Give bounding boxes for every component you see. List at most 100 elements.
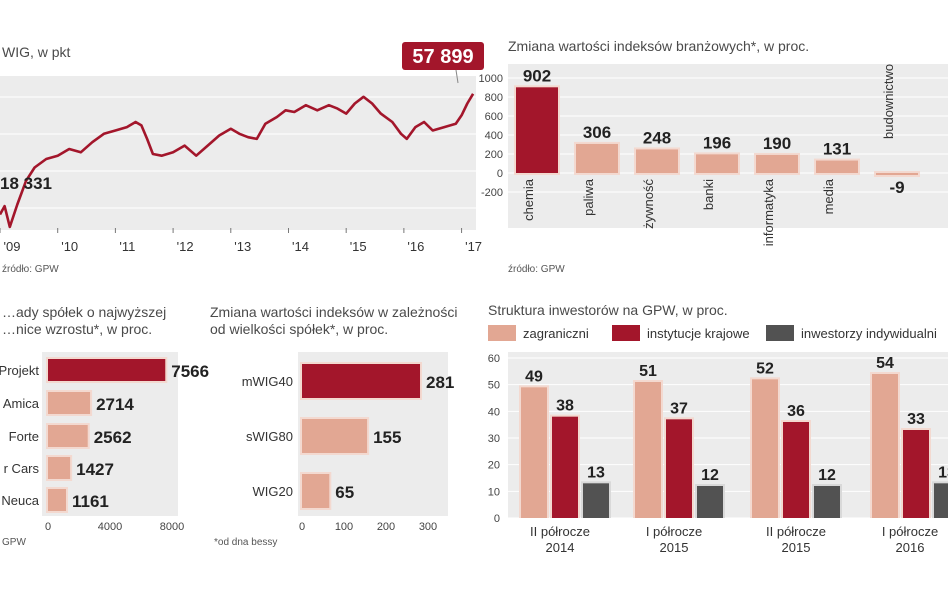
companies-bar	[48, 359, 166, 381]
sizes-value-label: 155	[373, 428, 401, 447]
sizes-bar	[302, 364, 421, 398]
investors-value-label: 51	[639, 363, 657, 380]
companies-bar	[48, 392, 91, 414]
investors-chart: Struktura inwestorów na GPW, w proc. zag…	[488, 302, 948, 555]
sectors-y-tick-label: 200	[485, 149, 503, 161]
sectors-bar	[576, 143, 618, 173]
companies-x-tick-label: 0	[45, 521, 51, 533]
wig-x-tick-label: '12	[177, 239, 194, 254]
investors-value-label: 52	[756, 360, 774, 377]
sizes-value-label: 281	[426, 373, 454, 392]
sectors-y-tick-label: 800	[485, 92, 503, 104]
investors-legend-swatch	[488, 325, 516, 341]
sizes-title-line-2: od wielkości spółek*, w proc.	[210, 321, 388, 337]
investors-y-tick-label: 40	[488, 406, 500, 418]
wig-chart: WIG, w pkt '09 '10 '11 '12 '13 '14 '15 '16 '17 1…	[0, 42, 484, 275]
wig-series-line	[0, 93, 475, 229]
investors-value-label: 38	[556, 398, 574, 415]
sectors-y-ticks: 1000 800 600 400 200 0 -200	[479, 73, 948, 199]
companies-bar	[48, 489, 66, 511]
wig-plot-area	[0, 76, 476, 230]
investors-bar	[783, 422, 809, 518]
sizes-value-label: 65	[335, 483, 354, 502]
investors-legend-swatch	[766, 325, 794, 341]
investors-y-tick-label: 10	[488, 486, 500, 498]
companies-x-tick-label: 4000	[98, 521, 122, 533]
companies-x-tick-label: 8000	[160, 521, 184, 533]
investors-y-tick-label: 0	[494, 513, 500, 525]
sectors-category-label: banki	[701, 179, 716, 210]
investors-value-label: 13	[587, 464, 605, 481]
investors-bar	[583, 483, 609, 518]
wig-end-badge	[402, 42, 484, 70]
investors-value-label: 33	[907, 411, 925, 428]
companies-value-label: 1161	[72, 492, 109, 511]
sectors-y-tick-label: 0	[497, 168, 503, 180]
companies-title-line-1: …ady spółek o najwyższej	[2, 304, 166, 320]
companies-value-label: 7566	[171, 362, 209, 381]
wig-x-tick-label: '09	[4, 239, 21, 254]
wig-source: źródło: GPW	[2, 264, 59, 275]
sizes-chart: Zmiana wartości indeksów w zależności od…	[210, 304, 457, 548]
investors-x-label-line1: II półrocze	[530, 524, 590, 539]
companies-category-label: Neuca	[1, 493, 39, 508]
sectors-y-tick-label: 1000	[479, 73, 503, 85]
investors-value-label: 37	[670, 400, 688, 417]
sectors-bar	[876, 173, 918, 175]
investors-y-tick-label: 60	[488, 353, 500, 365]
investors-title: Struktura inwestorów na GPW, w proc.	[488, 302, 728, 318]
sectors-category-label: chemia	[521, 178, 536, 221]
sizes-title-line-1: Zmiana wartości indeksów w zależności	[210, 304, 457, 320]
investors-x-label-line2: 2016	[896, 540, 925, 555]
investors-x-label-line1: I półrocze	[646, 524, 702, 539]
wig-x-tick-label: '17	[465, 239, 482, 254]
sectors-category-label: informatyka	[761, 178, 776, 246]
sectors-category-label: media	[821, 178, 836, 214]
companies-title-line-2: …nice wzrostu*, w proc.	[2, 321, 152, 337]
companies-category-label: r Cars	[4, 461, 40, 476]
investors-bar	[635, 382, 661, 518]
sizes-bars: mWIG40 281 sWIG80 155 WIG20 65 0 100 200 300	[242, 362, 454, 533]
investors-legend-label: instytucje krajowe	[647, 326, 750, 341]
investors-x-label-line2: 2014	[546, 540, 575, 555]
investors-bar	[666, 419, 692, 518]
investors-y-tick-label: 30	[488, 433, 500, 445]
investors-y-tick-label: 20	[488, 460, 500, 472]
wig-x-tick-label: '11	[119, 239, 135, 254]
wig-end-callout: 57 899	[402, 42, 484, 84]
wig-x-tick-label: '10	[61, 239, 78, 254]
investors-x-label-line1: I półrocze	[882, 524, 938, 539]
companies-bars: Projekt 7566 Amica 2714 Forte 2562 r Cars 1427 N…	[0, 357, 209, 533]
companies-bar	[48, 425, 88, 447]
wig-x-tick-label: '15	[350, 239, 367, 254]
sectors-chart: Zmiana wartości indeksów branżowych*, w …	[479, 38, 948, 275]
investors-legend-label: zagraniczni	[523, 326, 589, 341]
sectors-value-label: 902	[523, 66, 551, 85]
investors-value-label: 36	[787, 403, 805, 420]
companies-value-label: 1427	[76, 460, 114, 479]
investors-legend-label: inwestorzy indywidualni	[801, 326, 937, 341]
sectors-value-label: 306	[583, 123, 611, 142]
sizes-note: *od dna bessy	[214, 537, 277, 548]
wig-start-label: 18 331	[0, 174, 52, 193]
companies-value-label: 2562	[94, 428, 132, 447]
investors-bar	[903, 430, 929, 518]
investors-value-label: 54	[876, 355, 894, 372]
investors-y-tick-label: 50	[488, 380, 500, 392]
sectors-y-tick-label: 600	[485, 111, 503, 123]
sectors-category-label: paliwa	[581, 178, 596, 216]
sizes-x-tick-label: 0	[299, 521, 305, 533]
sectors-source: źródło: GPW	[508, 264, 565, 275]
sectors-title: Zmiana wartości indeksów branżowych*, w …	[508, 38, 809, 54]
wig-x-ticks: '09 '10 '11 '12 '13 '14 '15 '16 '17	[0, 228, 482, 254]
sectors-value-label: 131	[823, 140, 851, 159]
sizes-category-label: sWIG80	[246, 429, 293, 444]
investors-bar	[814, 486, 840, 518]
sectors-bar	[516, 87, 558, 173]
investors-legend: zagraniczni instytucje krajowe inwestorzy …	[488, 325, 937, 341]
investors-bar	[872, 374, 898, 518]
sectors-bar	[696, 154, 738, 173]
companies-category-label: Amica	[3, 396, 40, 411]
investors-bar	[934, 483, 948, 518]
